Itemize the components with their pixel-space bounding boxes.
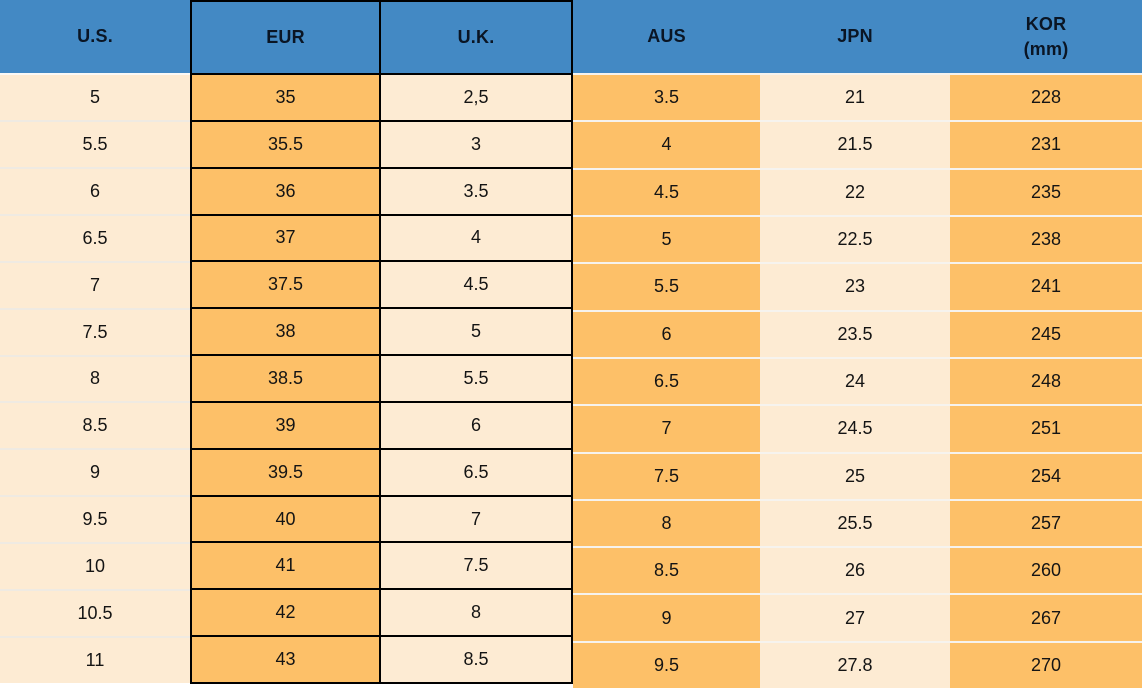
column-eur: EUR 35 35.5 36 37 37.5 38 38.5 39 39.5 40 41 42 43 xyxy=(190,0,381,684)
cell-us-row7: 8 xyxy=(0,354,190,402)
cell-eur-row9: 39.5 xyxy=(192,447,379,495)
cell-eur-row3: 36 xyxy=(192,166,379,214)
cell-jpn-row3: 22 xyxy=(760,167,950,215)
cell-uk-row5: 4.5 xyxy=(381,260,571,308)
cell-eur-row10: 40 xyxy=(192,494,379,542)
cell-uk-row13: 8.5 xyxy=(381,635,571,682)
cell-aus-row11: 8.5 xyxy=(573,546,760,594)
column-uk: U.K. 2,5 3 3.5 4 4.5 5 5.5 6 6.5 7 7.5 8 8.5 xyxy=(381,0,573,684)
column-header-label: KOR xyxy=(1025,14,1067,35)
cell-kor-row3: 235 xyxy=(950,167,1142,215)
cell-kor-row9: 254 xyxy=(950,451,1142,499)
cell-aus-row1: 3.5 xyxy=(573,75,760,121)
column-kor: KOR (mm) 228 231 235 238 241 245 248 251 254 257 260… xyxy=(950,0,1142,688)
cell-aus-row8: 7 xyxy=(573,404,760,452)
cell-aus-row10: 8 xyxy=(573,498,760,547)
cell-eur-row4: 37 xyxy=(192,213,379,261)
cell-kor-row12: 267 xyxy=(950,593,1142,641)
cell-eur-row1: 35 xyxy=(192,75,379,120)
cell-aus-row13: 9.5 xyxy=(573,640,760,688)
cell-uk-row3: 3.5 xyxy=(381,166,571,214)
cell-jpn-row6: 23.5 xyxy=(760,309,950,357)
column-header-aus: AUS xyxy=(573,0,760,75)
cell-us-row1: 5 xyxy=(0,75,190,120)
cell-uk-row1: 2,5 xyxy=(381,75,571,120)
column-header-label: AUS xyxy=(647,26,686,47)
cell-eur-row11: 41 xyxy=(192,541,379,589)
cell-aus-row7: 6.5 xyxy=(573,356,760,405)
cell-aus-row6: 6 xyxy=(573,309,760,357)
cell-us-row8: 8.5 xyxy=(0,401,190,449)
cell-aus-row9: 7.5 xyxy=(573,451,760,499)
cell-jpn-row9: 25 xyxy=(760,451,950,499)
cell-jpn-row11: 26 xyxy=(760,546,950,594)
column-header-eur: EUR xyxy=(192,2,379,75)
cell-uk-row12: 8 xyxy=(381,588,571,636)
column-header-sublabel: (mm) xyxy=(1023,38,1069,59)
cell-jpn-row8: 24.5 xyxy=(760,404,950,452)
column-aus: AUS 3.5 4 4.5 5 5.5 6 6.5 7 7.5 8 8.5 9 9.5 xyxy=(573,0,760,688)
cell-jpn-row10: 25.5 xyxy=(760,498,950,547)
cell-kor-row1: 228 xyxy=(950,75,1142,121)
cell-eur-row7: 38.5 xyxy=(192,354,379,401)
cell-eur-row12: 42 xyxy=(192,588,379,636)
column-header-label: U.K. xyxy=(457,27,495,48)
cell-kor-row6: 245 xyxy=(950,309,1142,357)
cell-eur-row2: 35.5 xyxy=(192,119,379,167)
column-header-label: JPN xyxy=(837,26,873,47)
cell-us-row6: 7.5 xyxy=(0,307,190,355)
cell-eur-row5: 37.5 xyxy=(192,260,379,308)
cell-uk-row2: 3 xyxy=(381,119,571,167)
column-jpn: JPN 21 21.5 22 22.5 23 23.5 24 24.5 25 25.5 26 27 27.… xyxy=(760,0,950,688)
cell-kor-row13: 270 xyxy=(950,640,1142,688)
cell-jpn-row2: 21.5 xyxy=(760,120,950,168)
cell-aus-row2: 4 xyxy=(573,120,760,168)
cell-kor-row2: 231 xyxy=(950,120,1142,168)
cell-uk-row10: 7 xyxy=(381,494,571,542)
cell-us-row4: 6.5 xyxy=(0,213,190,261)
cell-kor-row10: 257 xyxy=(950,498,1142,547)
cell-eur-row13: 43 xyxy=(192,635,379,682)
column-header-kor: KOR (mm) xyxy=(950,0,1142,75)
cell-kor-row11: 260 xyxy=(950,546,1142,594)
column-us: U.S. 5 5.5 6 6.5 7 7.5 8 8.5 9 9.5 10 10.5 11 xyxy=(0,0,190,683)
cell-kor-row4: 238 xyxy=(950,214,1142,263)
cell-jpn-row5: 23 xyxy=(760,262,950,310)
cell-uk-row4: 4 xyxy=(381,213,571,261)
cell-us-row2: 5.5 xyxy=(0,119,190,167)
column-header-us: U.S. xyxy=(0,0,190,75)
cell-jpn-row7: 24 xyxy=(760,356,950,405)
cell-uk-row8: 6 xyxy=(381,400,571,448)
cell-aus-row4: 5 xyxy=(573,214,760,263)
cell-uk-row7: 5.5 xyxy=(381,354,571,401)
column-header-label: EUR xyxy=(266,27,305,48)
column-header-uk: U.K. xyxy=(381,2,571,75)
cell-us-row3: 6 xyxy=(0,166,190,214)
column-header-jpn: JPN xyxy=(760,0,950,75)
cell-us-row5: 7 xyxy=(0,260,190,308)
cell-kor-row5: 241 xyxy=(950,262,1142,310)
cell-us-row13: 11 xyxy=(0,636,190,683)
cell-jpn-row4: 22.5 xyxy=(760,214,950,263)
cell-us-row12: 10.5 xyxy=(0,589,190,637)
cell-jpn-row13: 27.8 xyxy=(760,640,950,688)
column-header-label: U.S. xyxy=(77,26,113,47)
cell-aus-row3: 4.5 xyxy=(573,167,760,215)
cell-us-row9: 9 xyxy=(0,448,190,496)
cell-uk-row9: 6.5 xyxy=(381,447,571,495)
cell-eur-row6: 38 xyxy=(192,307,379,355)
cell-uk-row6: 5 xyxy=(381,307,571,355)
cell-jpn-row12: 27 xyxy=(760,593,950,641)
cell-aus-row12: 9 xyxy=(573,593,760,641)
cell-jpn-row1: 21 xyxy=(760,75,950,121)
cell-kor-row8: 251 xyxy=(950,404,1142,452)
cell-uk-row11: 7.5 xyxy=(381,541,571,589)
cell-eur-row8: 39 xyxy=(192,400,379,448)
cell-us-row11: 10 xyxy=(0,542,190,590)
cell-aus-row5: 5.5 xyxy=(573,262,760,310)
cell-us-row10: 9.5 xyxy=(0,495,190,543)
cell-kor-row7: 248 xyxy=(950,356,1142,405)
